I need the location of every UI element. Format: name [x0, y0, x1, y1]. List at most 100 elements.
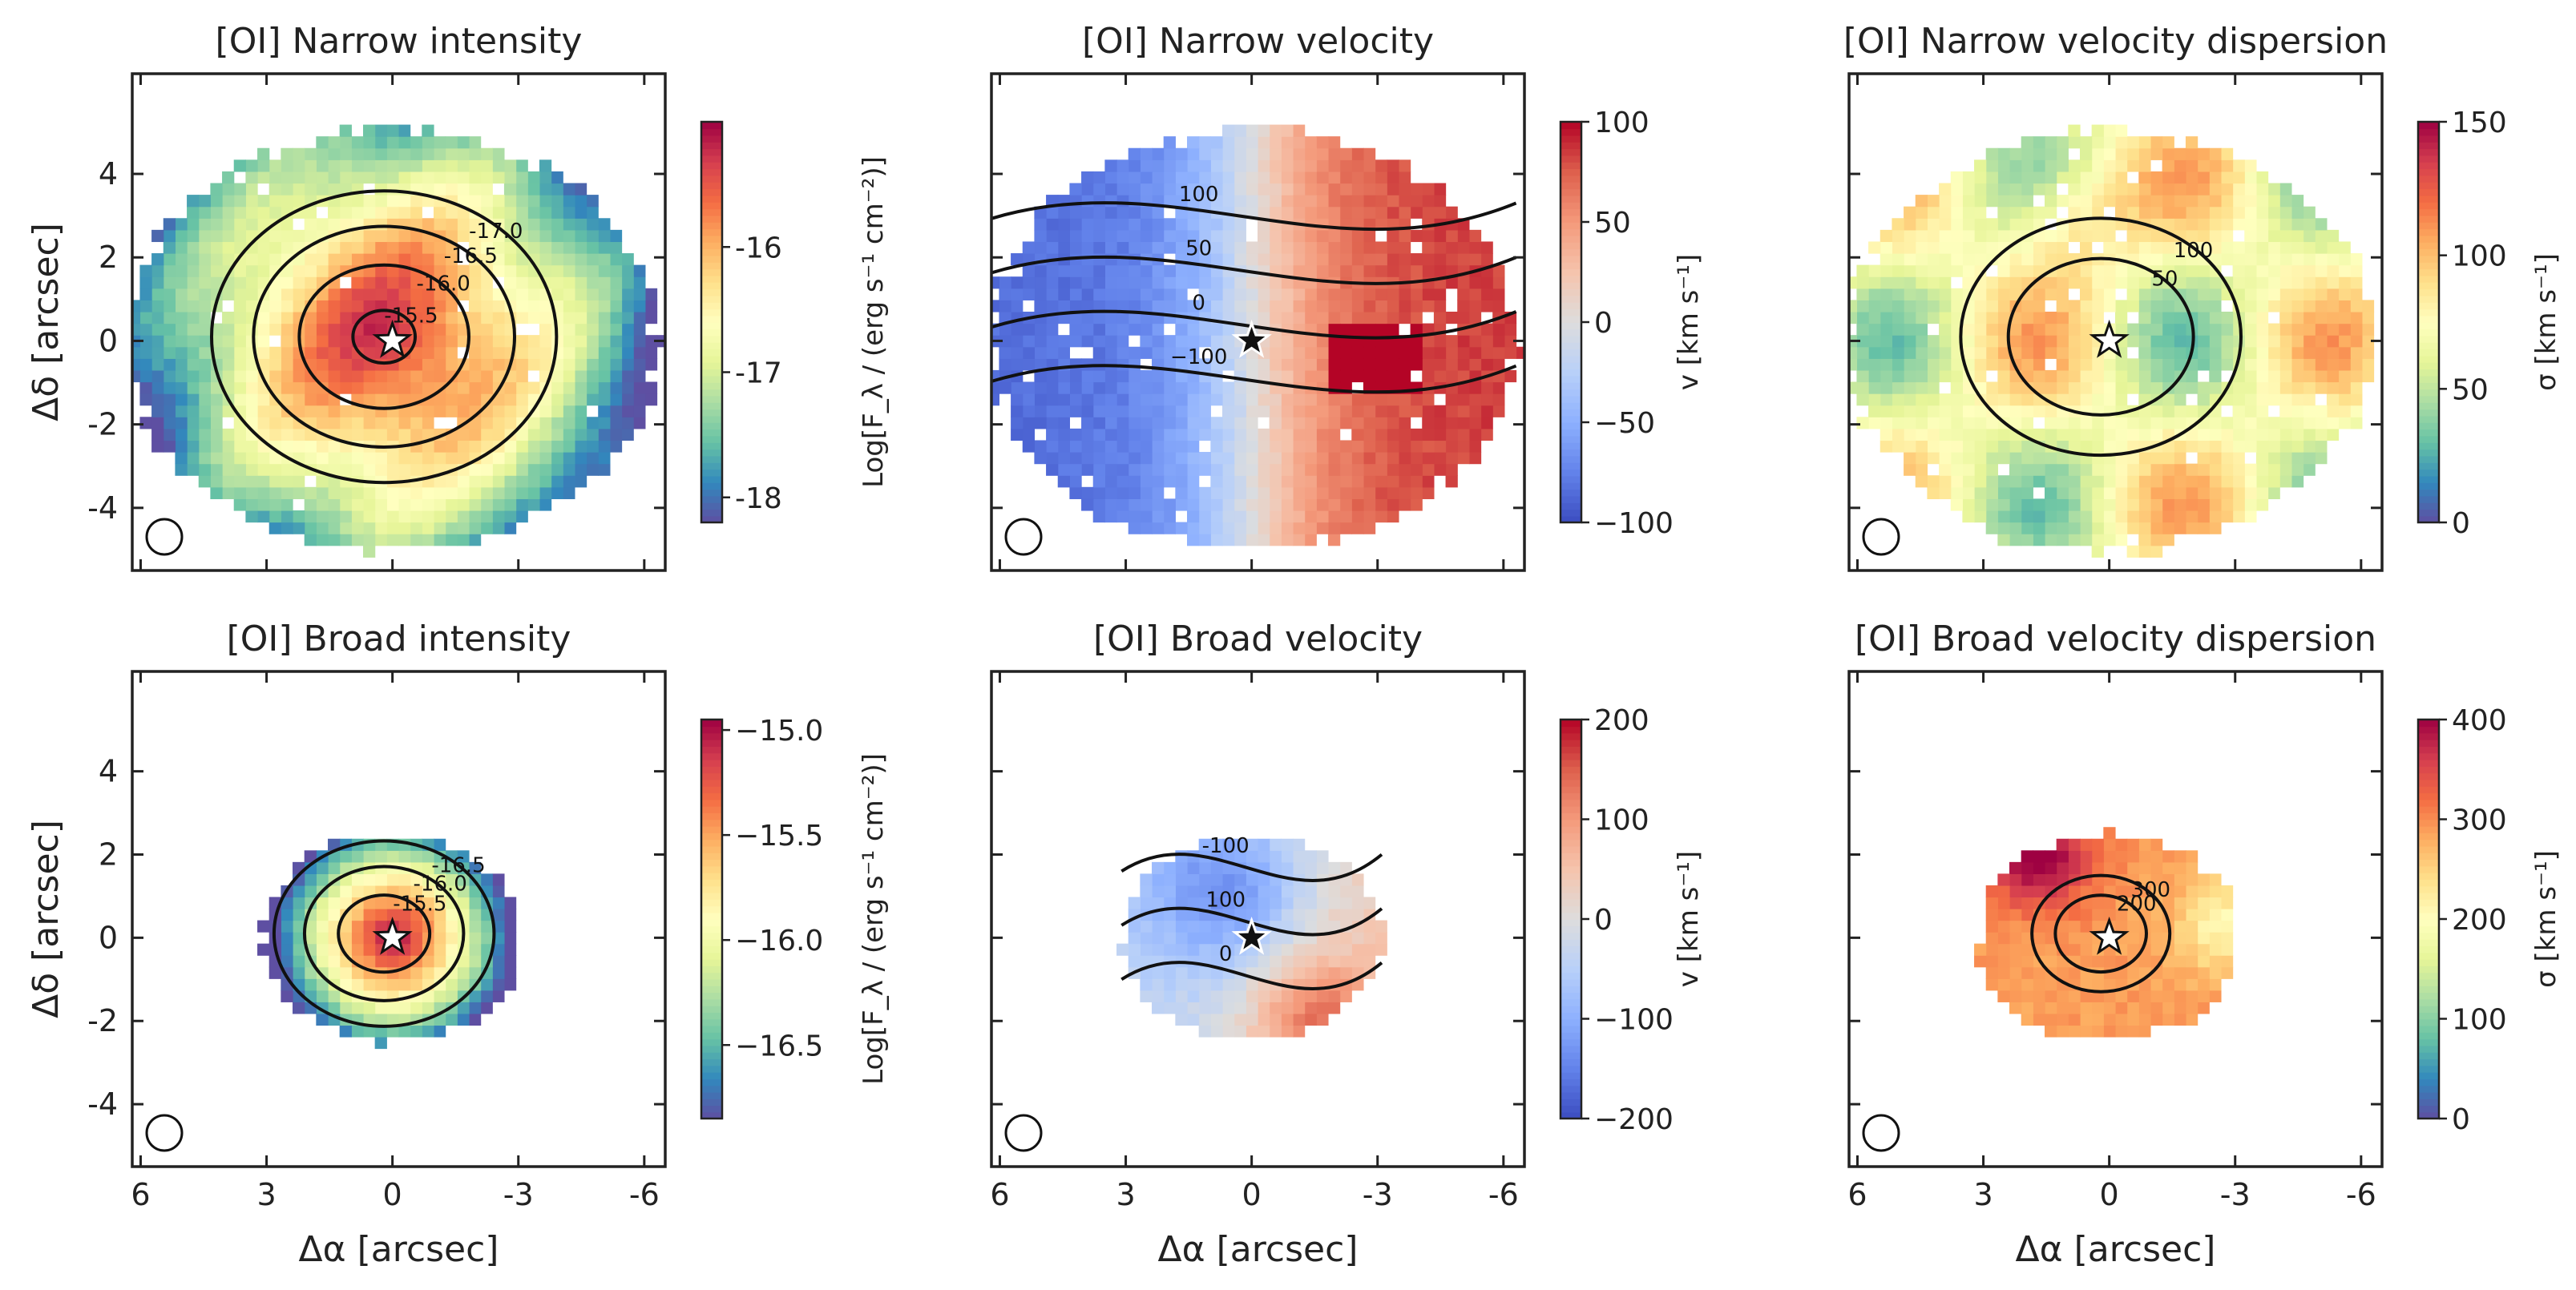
map-pixel	[2045, 159, 2057, 172]
map-pixel	[1034, 381, 1047, 394]
map-pixel	[1104, 229, 1117, 243]
map-pixel	[2162, 417, 2174, 429]
map-pixel	[2279, 428, 2292, 441]
map-pixel	[1187, 218, 1200, 231]
map-pixel	[2174, 909, 2186, 921]
map-pixel	[1257, 206, 1270, 219]
map-pixel	[2209, 346, 2222, 359]
map-pixel	[2033, 218, 2045, 231]
map-pixel	[598, 369, 611, 383]
map-pixel	[2162, 486, 2174, 499]
map-pixel	[2303, 311, 2316, 325]
map-pixel	[1011, 393, 1024, 406]
map-pixel	[1904, 264, 1916, 277]
map-pixel	[1445, 463, 1458, 476]
map-pixel	[539, 486, 552, 499]
map-pixel	[1198, 861, 1211, 874]
map-pixel	[1152, 417, 1165, 429]
map-pixel	[374, 381, 387, 394]
map-pixel	[991, 369, 1000, 383]
map-pixel	[2255, 183, 2269, 196]
map-pixel	[339, 463, 352, 476]
map-pixel	[1104, 183, 1117, 196]
map-pixel	[374, 534, 387, 546]
map-pixel	[245, 486, 258, 499]
map-pixel	[609, 405, 623, 417]
map-pixel	[1950, 346, 1963, 359]
map-pixel	[422, 440, 434, 453]
map-pixel	[422, 850, 434, 863]
map-pixel	[269, 486, 281, 499]
map-pixel	[1974, 288, 1987, 300]
map-pixel	[468, 147, 482, 160]
map-pixel	[1375, 510, 1387, 523]
map-pixel	[1092, 311, 1105, 325]
map-pixel	[1269, 335, 1282, 348]
map-pixel	[1104, 253, 1117, 266]
map-pixel	[132, 311, 141, 325]
map-pixel	[2220, 335, 2234, 348]
map-pixel	[1363, 264, 1376, 277]
map-pixel	[1904, 276, 1916, 289]
map-pixel	[1950, 486, 1963, 499]
map-pixel	[187, 288, 200, 300]
map-pixel	[1292, 966, 1306, 979]
map-pixel	[1950, 393, 1963, 406]
map-pixel	[351, 1002, 364, 1014]
map-pixel	[1351, 311, 1364, 325]
map-pixel	[2279, 195, 2292, 208]
map-pixel	[2056, 171, 2069, 184]
map-pixel	[2091, 311, 2104, 325]
colorbar-segment	[1561, 1032, 1581, 1040]
map-pixel	[1281, 452, 1294, 465]
map-pixel	[2079, 417, 2093, 429]
map-pixel	[2033, 206, 2045, 219]
map-pixel	[1198, 966, 1211, 979]
map-pixel	[2033, 475, 2045, 488]
colorbar-segment	[1561, 455, 1581, 463]
colorbar-segment	[1561, 779, 1581, 787]
colorbar-segment	[2418, 275, 2439, 283]
map-pixel	[1363, 463, 1376, 476]
colorbar-segment	[1561, 375, 1581, 383]
map-pixel	[2103, 300, 2116, 312]
map-pixel	[1927, 428, 1940, 441]
map-pixel	[2174, 943, 2186, 956]
map-pixel	[1433, 253, 1447, 266]
map-pixel	[1339, 358, 1352, 371]
map-pixel	[328, 264, 341, 277]
map-pixel	[1116, 288, 1129, 300]
map-pixel	[1974, 486, 1987, 499]
map-pixel	[1210, 966, 1223, 979]
map-pixel	[1140, 300, 1153, 312]
map-pixel	[492, 428, 505, 441]
map-pixel	[139, 381, 152, 394]
map-pixel	[2045, 369, 2057, 383]
colorbar-segment	[2418, 482, 2439, 490]
map-pixel	[1880, 335, 1893, 348]
map-pixel	[1375, 417, 1387, 429]
map-pixel	[1198, 920, 1211, 933]
map-pixel	[1387, 229, 1399, 243]
map-pixel	[2174, 311, 2186, 325]
map-pixel	[1046, 276, 1059, 289]
map-pixel	[1092, 417, 1105, 429]
colorbar-segment	[701, 168, 722, 176]
map-pixel	[1849, 358, 1858, 371]
map-pixel	[398, 850, 411, 863]
map-pixel	[1069, 206, 1082, 219]
map-pixel	[1398, 428, 1411, 441]
map-pixel	[1281, 990, 1294, 1002]
map-pixel	[1316, 897, 1329, 909]
map-pixel	[1257, 452, 1270, 465]
map-pixel	[480, 159, 493, 172]
map-pixel	[515, 311, 528, 325]
map-pixel	[1163, 288, 1176, 300]
map-pixel	[1304, 241, 1317, 254]
map-pixel	[410, 510, 422, 523]
map-pixel	[1081, 311, 1094, 325]
map-pixel	[257, 323, 270, 336]
map-pixel	[1246, 136, 1258, 149]
map-pixel	[1140, 335, 1153, 348]
map-pixel	[2162, 300, 2174, 312]
